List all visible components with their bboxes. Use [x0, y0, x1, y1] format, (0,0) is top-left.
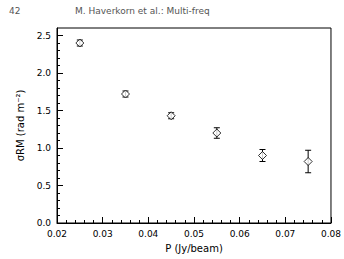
svg-text:0.02: 0.02 [47, 229, 67, 239]
svg-text:σRM (rad m⁻²): σRM (rad m⁻²) [15, 90, 26, 162]
svg-text:0.04: 0.04 [138, 229, 158, 239]
svg-text:0.06: 0.06 [230, 229, 250, 239]
svg-text:0.08: 0.08 [321, 229, 341, 239]
svg-text:0.5: 0.5 [37, 181, 51, 191]
svg-text:2.5: 2.5 [37, 31, 51, 41]
svg-text:P (Jy/beam): P (Jy/beam) [165, 243, 223, 254]
svg-text:0.05: 0.05 [184, 229, 204, 239]
svg-text:0.03: 0.03 [93, 229, 113, 239]
svg-text:0.07: 0.07 [275, 229, 295, 239]
svg-text:M. Haverkorn et al.: Multi-fre: M. Haverkorn et al.: Multi-freq [75, 6, 210, 16]
svg-text:2.0: 2.0 [37, 68, 52, 78]
svg-text:1.5: 1.5 [37, 106, 51, 116]
svg-text:42: 42 [9, 6, 20, 16]
svg-text:1.0: 1.0 [37, 143, 52, 153]
svg-text:0.0: 0.0 [37, 218, 52, 228]
